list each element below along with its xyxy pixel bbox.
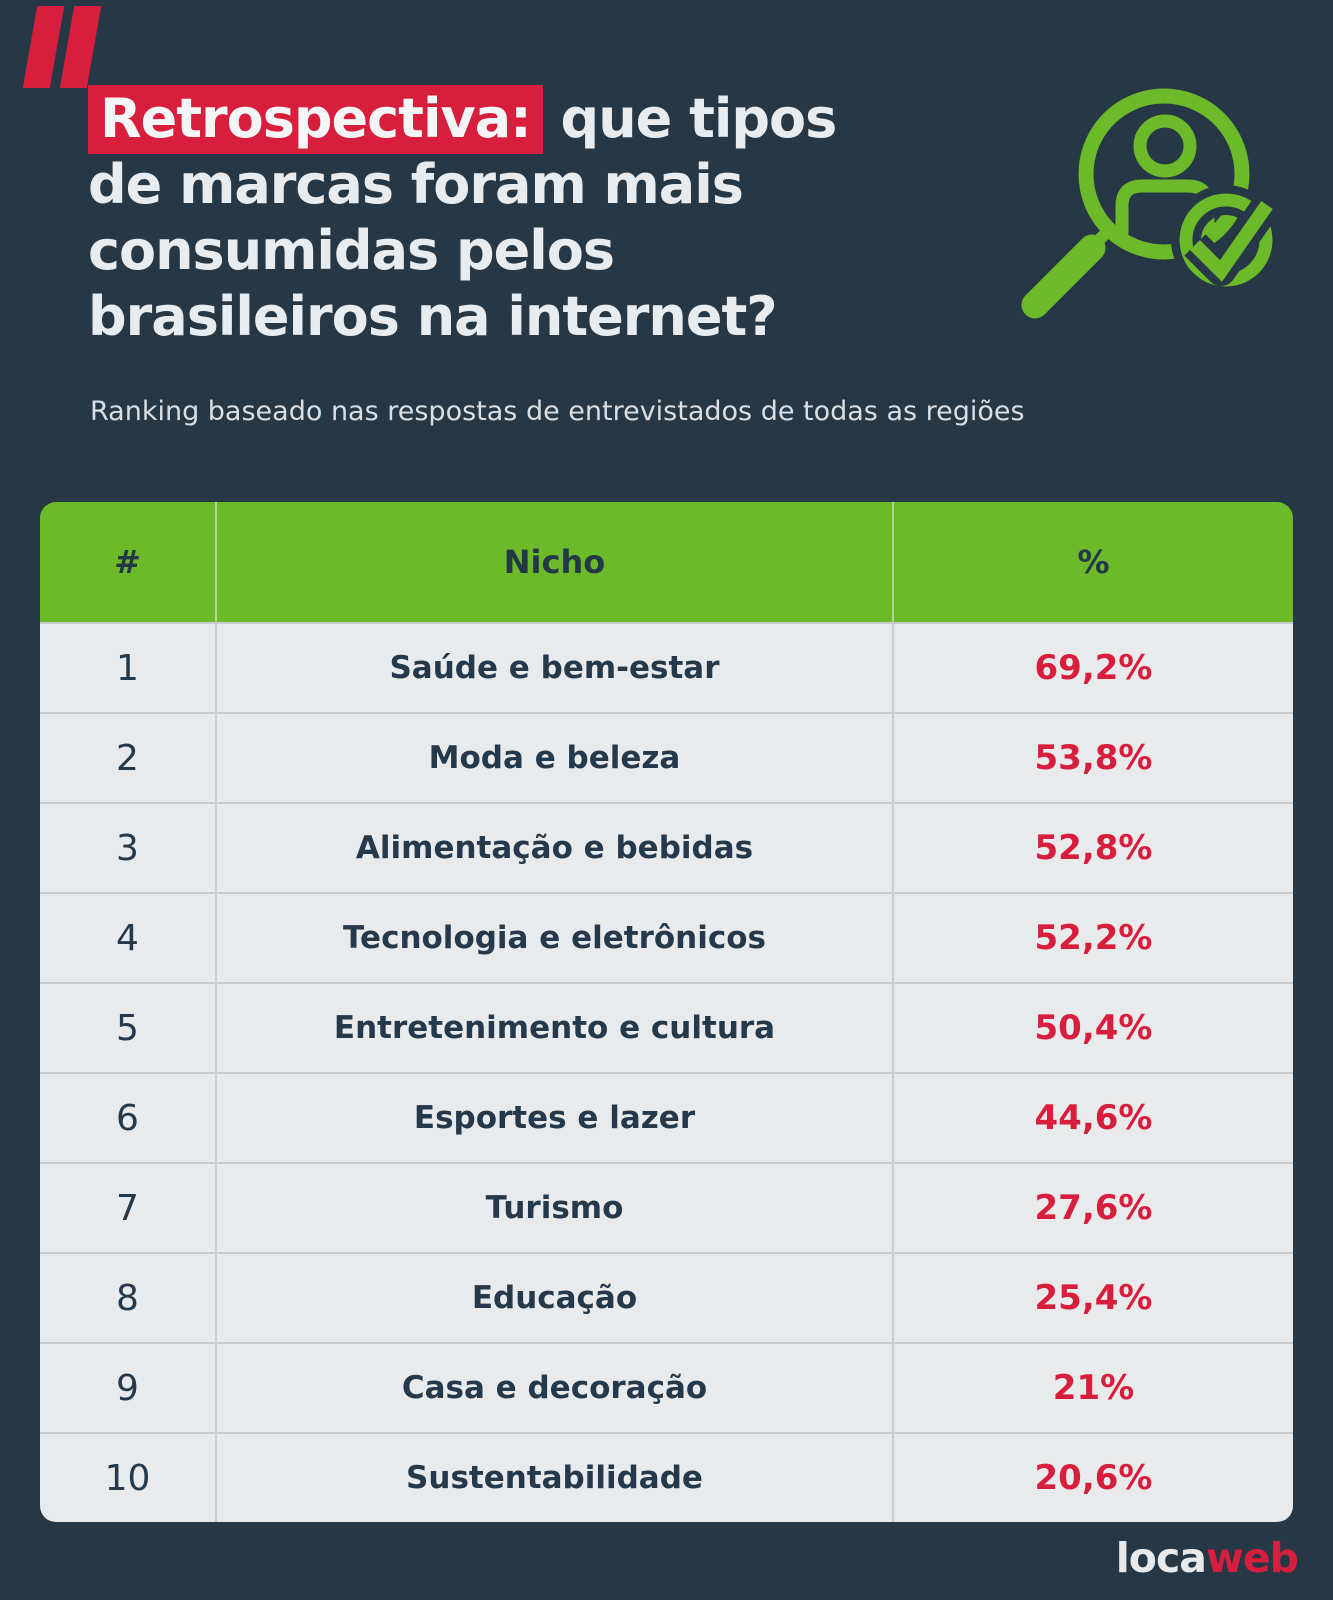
table-row: 9 Casa e decoração 21% — [40, 1342, 1293, 1432]
title-line-3: consumidas pelos — [88, 219, 615, 282]
table-row: 7 Turismo 27,6% — [40, 1162, 1293, 1252]
nicho-cell: Saúde e bem-estar — [215, 624, 892, 712]
title-line-2: de marcas foram mais — [88, 153, 744, 216]
pct-cell: 53,8% — [892, 714, 1293, 802]
pct-cell: 44,6% — [892, 1074, 1293, 1162]
title-line-4: brasileiros na internet? — [88, 285, 778, 348]
nicho-cell: Moda e beleza — [215, 714, 892, 802]
title-line1-rest: que tipos — [542, 87, 838, 150]
table-row: 8 Educação 25,4% — [40, 1252, 1293, 1342]
rank-cell: 2 — [116, 737, 139, 779]
logo-text-web: web — [1205, 1534, 1299, 1582]
table-row: 1 Saúde e bem-estar 69,2% — [40, 622, 1293, 712]
nicho-cell: Sustentabilidade — [215, 1434, 892, 1522]
ranking-table: # Nicho % 1 Saúde e bem-estar 69,2% 2 Mo… — [40, 502, 1293, 1522]
table-row: 10 Sustentabilidade 20,6% — [40, 1432, 1293, 1522]
locaweb-logo: locaweb — [1115, 1534, 1299, 1582]
rank-cell: 3 — [116, 827, 139, 869]
pct-cell: 20,6% — [892, 1434, 1293, 1522]
table-row: 6 Esportes e lazer 44,6% — [40, 1072, 1293, 1162]
logo-text-loca: loca — [1115, 1534, 1207, 1582]
rank-cell: 6 — [116, 1097, 139, 1139]
nicho-cell: Educação — [215, 1254, 892, 1342]
pct-cell: 25,4% — [892, 1254, 1293, 1342]
table-row: 2 Moda e beleza 53,8% — [40, 712, 1293, 802]
table-row: 4 Tecnologia e eletrônicos 52,2% — [40, 892, 1293, 982]
nicho-cell: Esportes e lazer — [215, 1074, 892, 1162]
nicho-cell: Casa e decoração — [215, 1344, 892, 1432]
pct-cell: 52,8% — [892, 804, 1293, 892]
rank-cell: 7 — [116, 1187, 139, 1229]
pct-cell: 27,6% — [892, 1164, 1293, 1252]
rank-cell: 9 — [116, 1367, 139, 1409]
nicho-cell: Turismo — [215, 1164, 892, 1252]
rank-cell: 1 — [116, 647, 139, 689]
nicho-cell: Tecnologia e eletrônicos — [215, 894, 892, 982]
pct-cell: 69,2% — [892, 624, 1293, 712]
table-header-row: # Nicho % — [40, 502, 1293, 622]
table-row: 5 Entretenimento e cultura 50,4% — [40, 982, 1293, 1072]
nicho-cell: Entretenimento e cultura — [215, 984, 892, 1072]
rank-cell: 5 — [116, 1007, 139, 1049]
col-header-pct: % — [892, 502, 1293, 622]
pct-cell: 50,4% — [892, 984, 1293, 1072]
title-highlight: Retrospectiva: — [88, 85, 543, 154]
nicho-cell: Alimentação e bebidas — [215, 804, 892, 892]
rank-cell: 4 — [116, 917, 139, 959]
search-person-check-icon — [1021, 88, 1281, 319]
table-row: 3 Alimentação e bebidas 52,8% — [40, 802, 1293, 892]
page-title: Retrospectiva: que tipos de marcas foram… — [88, 85, 838, 350]
pct-cell: 21% — [892, 1344, 1293, 1432]
pct-cell: 52,2% — [892, 894, 1293, 982]
rank-cell: 10 — [104, 1457, 151, 1499]
subtitle: Ranking baseado nas respostas de entrevi… — [90, 396, 1025, 427]
col-header-rank: # — [114, 543, 141, 581]
rank-cell: 8 — [116, 1277, 139, 1319]
title-line-1: Retrospectiva: que tipos — [88, 85, 838, 154]
double-slash-icon — [22, 6, 104, 92]
col-header-nicho: Nicho — [215, 502, 892, 622]
